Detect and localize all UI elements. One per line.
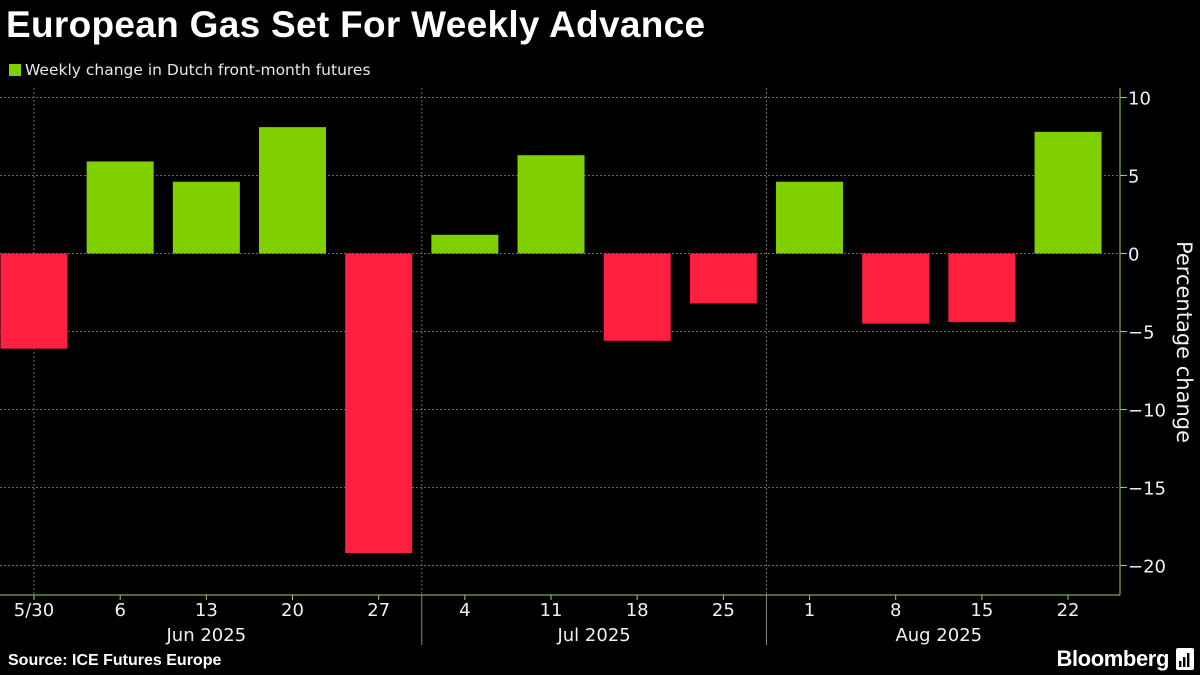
y-tick-label: 0 <box>1128 245 1139 266</box>
bar-6 <box>86 161 154 254</box>
month-label: Jun 2025 <box>166 625 247 646</box>
y-axis-label: Percentage change <box>1172 241 1196 443</box>
month-label: Aug 2025 <box>895 625 982 646</box>
x-tick-label: 4 <box>459 600 470 621</box>
bar-25 <box>689 253 757 304</box>
x-tick-label: 6 <box>114 600 125 621</box>
x-tick-label: 25 <box>712 600 735 621</box>
legend-label: Weekly change in Dutch front-month futur… <box>25 61 371 79</box>
bar-5/30 <box>0 253 68 349</box>
chart-title: European Gas Set For Weekly Advance <box>6 4 706 45</box>
bar-1 <box>776 181 844 254</box>
legend-swatch <box>9 64 21 76</box>
x-tick-label: 1 <box>804 600 815 621</box>
bar-13 <box>172 181 240 254</box>
bar-15 <box>948 253 1016 323</box>
bloomberg-chart-icon <box>1176 648 1194 670</box>
y-tick-label: 10 <box>1128 89 1151 110</box>
x-tick-label: 22 <box>1057 600 1080 621</box>
bar-4 <box>431 234 499 254</box>
y-tick-label: −5 <box>1128 323 1155 344</box>
y-tick-label: −10 <box>1128 401 1166 422</box>
y-tick-label: 5 <box>1128 167 1139 188</box>
axes <box>0 88 1127 645</box>
bar-8 <box>862 253 930 324</box>
grid-lines <box>0 88 1120 595</box>
source-note: Source: ICE Futures Europe <box>8 652 222 669</box>
bar-20 <box>259 127 327 254</box>
month-label: Jul 2025 <box>556 625 630 646</box>
y-tick-label: −20 <box>1128 557 1166 578</box>
bar-22 <box>1034 131 1102 254</box>
x-tick-label: 11 <box>540 600 563 621</box>
x-tick-label: 15 <box>970 600 993 621</box>
y-tick-label: −15 <box>1128 479 1166 500</box>
bar-11 <box>517 155 585 254</box>
x-tick-label: 8 <box>890 600 901 621</box>
x-tick-label: 27 <box>367 600 390 621</box>
x-tick-label: 13 <box>195 600 218 621</box>
brand-logo: Bloomberg <box>1056 646 1194 672</box>
bar-18 <box>603 253 671 341</box>
x-tick-label: 18 <box>626 600 649 621</box>
legend: Weekly change in Dutch front-month futur… <box>9 61 371 79</box>
bar-27 <box>345 253 413 554</box>
bars <box>0 127 1102 554</box>
y-tick-labels: 10 5 0 −5 −10 −15 −20 <box>1128 89 1166 578</box>
x-tick-label: 20 <box>281 600 304 621</box>
brand-name: Bloomberg <box>1056 646 1169 671</box>
x-tick-label: 5/30 <box>14 600 54 621</box>
